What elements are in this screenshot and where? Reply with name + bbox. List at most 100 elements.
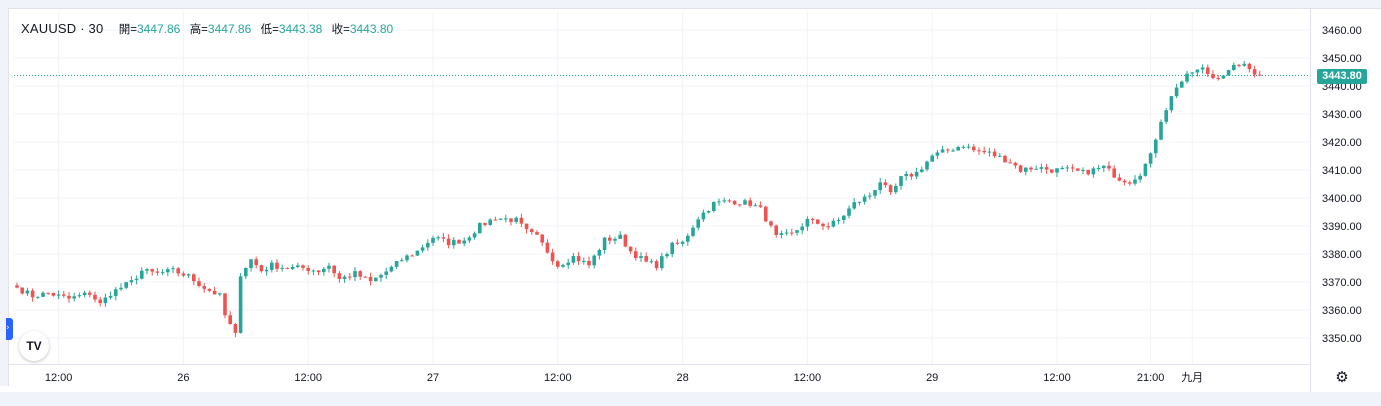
candle-body (987, 151, 992, 153)
candle-body (519, 217, 524, 224)
candle-body (488, 219, 492, 225)
candle-body (998, 155, 1002, 157)
candle-body (857, 201, 862, 203)
candle-body (1159, 121, 1163, 140)
candle-body (1221, 75, 1226, 79)
candle-body (836, 220, 841, 222)
candle-body (764, 206, 768, 222)
candle-body (852, 202, 856, 209)
time-tick-label: 28 (676, 372, 688, 384)
candle-body (1258, 74, 1262, 76)
time-axis[interactable]: 12:00 26 12:00 27 12:00 28 12:00 29 12:00 21:00 九月 (45, 371, 1203, 384)
candle-body (696, 219, 700, 228)
candle-body (446, 238, 451, 246)
candle-body (805, 218, 810, 227)
panel-collapse-button[interactable]: › (6, 318, 13, 340)
candle-body (67, 295, 71, 299)
candle-body (1180, 81, 1184, 88)
candle-body (348, 276, 352, 278)
candle-body (946, 149, 950, 151)
candle-body (686, 235, 690, 242)
candle-body (254, 259, 258, 266)
time-tick-label: 27 (427, 372, 439, 384)
candle-body (1226, 70, 1231, 76)
candle-body (498, 218, 503, 220)
candle-body (561, 265, 565, 267)
candle-body (1138, 175, 1142, 180)
candle-body (628, 246, 633, 252)
candle-body (920, 169, 924, 172)
candle-body (244, 267, 248, 277)
candle-body (1055, 168, 1059, 173)
candle-body (353, 271, 357, 278)
price-tick-label: 3450.00 (1322, 53, 1362, 65)
candle-body (571, 256, 576, 263)
symbol-interval[interactable]: XAUUSD · 30 (21, 21, 104, 36)
candle-body (878, 182, 882, 191)
candle-body (155, 271, 160, 273)
candle-body (618, 234, 622, 239)
candle-body (363, 276, 368, 278)
candle-body (1102, 165, 1106, 168)
candle-body (457, 239, 461, 244)
candle-body (1195, 69, 1200, 73)
candle-body (311, 270, 316, 272)
price-tick-label: 3440.00 (1322, 81, 1362, 93)
candle-body (160, 272, 165, 274)
candle-body (207, 288, 212, 291)
candle-body (77, 295, 82, 297)
candle-body (15, 285, 19, 288)
candle-body (410, 255, 414, 257)
candle-body (592, 255, 596, 266)
candle-body (940, 149, 945, 153)
candle-body (82, 292, 87, 296)
time-tick-label: 21:00 (1137, 372, 1165, 384)
candle-body (753, 205, 758, 207)
candle-body (233, 323, 238, 333)
ohlc-legend: XAUUSD · 30 開=3447.86 高=3447.86 低=3443.3… (21, 21, 393, 37)
candle-body (306, 267, 310, 271)
low-label: 低= (260, 24, 279, 36)
candle-body (379, 274, 383, 278)
candle-body (270, 262, 274, 270)
candle-body (899, 176, 903, 186)
candle-body (238, 276, 243, 333)
candle-body (514, 217, 518, 222)
candle-body (810, 218, 815, 220)
candle-body (368, 276, 373, 282)
candle-body (342, 276, 347, 280)
candle-body (441, 237, 446, 239)
candle-body (847, 208, 851, 216)
candle-body (259, 265, 264, 272)
candle-body (166, 269, 170, 273)
candle-body (1117, 177, 1122, 181)
candle-body (1164, 110, 1168, 122)
candle-body (758, 205, 763, 207)
candle-body (280, 267, 284, 269)
candle-body (186, 274, 191, 276)
tradingview-logo-icon[interactable]: TV (19, 331, 49, 361)
candle-body (1060, 168, 1064, 170)
candle-body (992, 151, 997, 157)
candle-body (691, 227, 695, 236)
candle-body (951, 150, 955, 152)
candle-body (613, 238, 617, 241)
gear-icon[interactable]: ⚙ (1335, 368, 1349, 386)
candle-body (1247, 63, 1252, 70)
close-value: 3443.80 (349, 22, 394, 36)
candle-body (654, 261, 659, 269)
candle-body (706, 211, 711, 213)
price-axis[interactable]: 3350.00 3360.00 3370.00 3380.00 3390.00 3400.… (1322, 25, 1362, 345)
candle-body (774, 225, 778, 235)
candle-body (389, 266, 394, 272)
candle-body (384, 271, 388, 275)
candlestick-chart[interactable]: 3350.00 3360.00 3370.00 3380.00 3390.00 3400.… (0, 0, 1381, 392)
candle-body (873, 190, 877, 196)
candle-body (62, 294, 66, 296)
candle-body (426, 242, 430, 248)
candle-body (831, 220, 836, 227)
candle-body (524, 223, 529, 230)
candle-body (1148, 153, 1153, 164)
candle-body (1039, 167, 1044, 169)
candle-body (374, 277, 378, 282)
